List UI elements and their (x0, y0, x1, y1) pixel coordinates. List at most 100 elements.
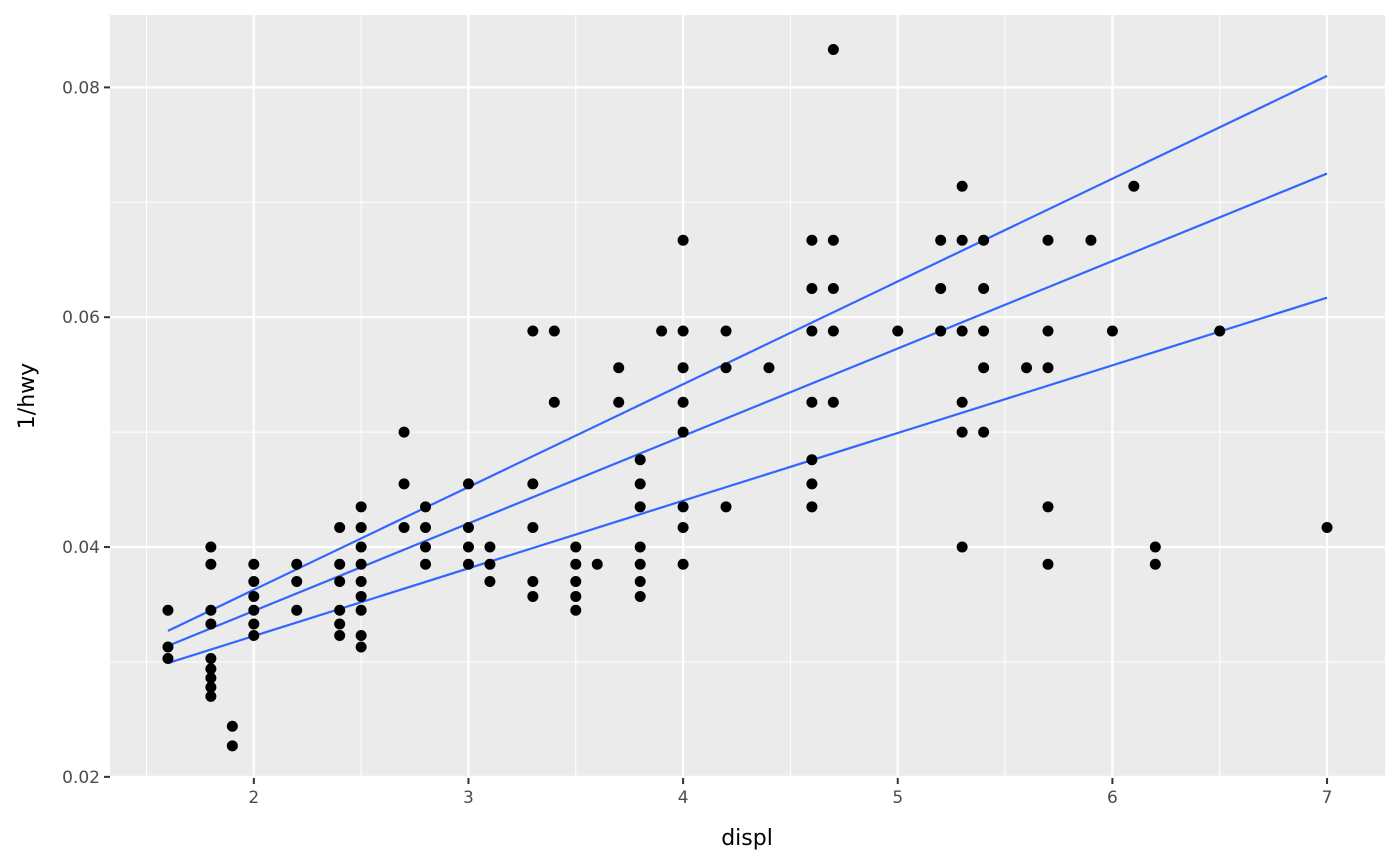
data-point (334, 576, 346, 588)
data-point (1021, 362, 1033, 374)
data-point (462, 541, 474, 553)
data-point (613, 396, 625, 408)
data-point (355, 576, 367, 588)
data-point (527, 521, 539, 533)
data-point (420, 558, 432, 570)
data-point (827, 234, 839, 246)
data-point (484, 558, 496, 570)
x-tick-label: 2 (248, 788, 259, 808)
data-point (1042, 234, 1054, 246)
data-point (827, 43, 839, 55)
data-point (634, 576, 646, 588)
data-point (956, 541, 968, 553)
data-point (677, 234, 689, 246)
data-point (355, 641, 367, 653)
data-point (956, 180, 968, 192)
data-point (656, 325, 668, 337)
data-point (462, 478, 474, 490)
data-point (226, 740, 238, 752)
data-point (591, 558, 603, 570)
data-point (398, 521, 410, 533)
regression-line (167, 296, 1328, 665)
data-point (634, 558, 646, 570)
data-point (334, 604, 346, 616)
data-point (162, 652, 174, 664)
data-point (613, 362, 625, 374)
data-point (420, 501, 432, 513)
data-point (527, 325, 539, 337)
data-point (720, 501, 732, 513)
data-point (548, 325, 560, 337)
data-point (677, 501, 689, 513)
data-point (978, 426, 990, 438)
data-point (677, 362, 689, 374)
major-gridlines (110, 15, 1385, 778)
data-point (634, 454, 646, 466)
y-tick-label: 0.02 (62, 768, 100, 788)
data-point (548, 396, 560, 408)
data-point (978, 325, 990, 337)
data-point (806, 501, 818, 513)
data-point (570, 604, 582, 616)
x-tick-label: 4 (678, 788, 689, 808)
data-point (935, 325, 947, 337)
data-point (978, 234, 990, 246)
data-point (334, 521, 346, 533)
data-point (205, 618, 217, 630)
data-point (827, 282, 839, 294)
x-axis-title: displ (721, 826, 773, 851)
x-tick-label: 5 (892, 788, 903, 808)
data-points (162, 43, 1333, 752)
data-point (1106, 325, 1118, 337)
data-point (806, 478, 818, 490)
data-point (806, 234, 818, 246)
data-point (634, 590, 646, 602)
minor-gridlines (110, 15, 1385, 778)
x-tick-label: 7 (1322, 788, 1333, 808)
data-point (806, 396, 818, 408)
data-point (634, 501, 646, 513)
x-tick-label: 6 (1107, 788, 1118, 808)
data-point (892, 325, 904, 337)
data-point (1085, 234, 1097, 246)
data-point (806, 454, 818, 466)
data-point (291, 558, 303, 570)
data-point (1042, 558, 1054, 570)
data-point (827, 396, 839, 408)
data-point (827, 325, 839, 337)
data-point (570, 590, 582, 602)
data-point (935, 282, 947, 294)
data-point (248, 576, 260, 588)
data-point (677, 325, 689, 337)
data-point (205, 681, 217, 693)
data-point (527, 576, 539, 588)
data-point (205, 672, 217, 684)
data-point (355, 521, 367, 533)
data-point (205, 604, 217, 616)
data-point (462, 521, 474, 533)
data-point (162, 604, 174, 616)
data-point (634, 478, 646, 490)
regression-line (167, 74, 1328, 632)
data-point (634, 541, 646, 553)
data-point (1149, 541, 1161, 553)
data-point (720, 325, 732, 337)
x-axis: 2 3 4 5 6 7 (248, 778, 1332, 808)
y-tick-label: 0.08 (62, 78, 100, 98)
data-point (570, 576, 582, 588)
data-point (978, 362, 990, 374)
data-point (162, 641, 174, 653)
data-point (956, 325, 968, 337)
data-point (763, 362, 775, 374)
data-point (355, 501, 367, 513)
data-point (205, 690, 217, 702)
data-point (291, 576, 303, 588)
data-point (248, 630, 260, 642)
data-point (956, 426, 968, 438)
data-point (420, 521, 432, 533)
data-point (935, 234, 947, 246)
data-point (462, 558, 474, 570)
data-point (527, 478, 539, 490)
data-point (420, 541, 432, 553)
